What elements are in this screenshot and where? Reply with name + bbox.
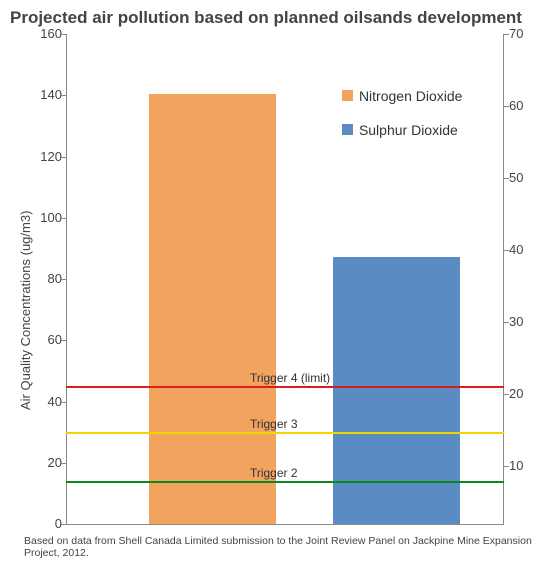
ytick-mark: [504, 106, 509, 107]
ytick-right: 70: [509, 26, 539, 41]
ytick-mark: [61, 34, 66, 35]
trigger-label: Trigger 4 (limit): [250, 371, 330, 386]
legend: Nitrogen Dioxide Sulphur Dioxide: [342, 88, 463, 156]
chart-footnote: Based on data from Shell Canada Limited …: [24, 535, 540, 559]
trigger-line: [66, 432, 504, 434]
ytick-right: 30: [509, 314, 539, 329]
chart-container: Projected air pollution based on planned…: [0, 0, 540, 565]
plot-area: Trigger 4 (limit) Trigger 3 Trigger 2 Nitro…: [66, 34, 504, 524]
ytick-right: 10: [509, 458, 539, 473]
ytick-mark: [504, 394, 509, 395]
ytick-mark: [504, 322, 509, 323]
ytick-left: 100: [22, 210, 62, 225]
ytick-left: 40: [22, 394, 62, 409]
bar-sulphur-dioxide: [333, 257, 460, 524]
ytick-mark: [61, 463, 66, 464]
trigger-line: [66, 481, 504, 483]
ytick-mark: [61, 402, 66, 403]
ytick-right: 20: [509, 386, 539, 401]
ytick-left: 20: [22, 455, 62, 470]
ytick-left: 0: [22, 516, 62, 531]
ytick-mark: [61, 524, 66, 525]
ytick-mark: [61, 279, 66, 280]
legend-item: Sulphur Dioxide: [342, 122, 463, 138]
legend-item: Nitrogen Dioxide: [342, 88, 463, 104]
ytick-left: 80: [22, 271, 62, 286]
ytick-left: 60: [22, 332, 62, 347]
trigger-label: Trigger 3: [250, 417, 298, 432]
ytick-right: 60: [509, 98, 539, 113]
bar-nitrogen-dioxide: [149, 94, 276, 524]
ytick-mark: [504, 250, 509, 251]
y-axis-label-left: Air Quality Concentrations (ug/m3): [18, 211, 33, 410]
ytick-left: 120: [22, 149, 62, 164]
ytick-mark: [61, 95, 66, 96]
trigger-label: Trigger 2: [250, 466, 298, 481]
ytick-left: 160: [22, 26, 62, 41]
legend-swatch-icon: [342, 124, 353, 135]
ytick-mark: [504, 178, 509, 179]
ytick-mark: [504, 466, 509, 467]
legend-label: Sulphur Dioxide: [359, 122, 458, 138]
x-axis-line: [66, 524, 504, 525]
trigger-line: [66, 386, 504, 388]
legend-swatch-icon: [342, 90, 353, 101]
ytick-left: 140: [22, 87, 62, 102]
ytick-mark: [61, 157, 66, 158]
ytick-mark: [504, 34, 509, 35]
ytick-mark: [61, 218, 66, 219]
ytick-right: 50: [509, 170, 539, 185]
ytick-mark: [61, 340, 66, 341]
ytick-right: 40: [509, 242, 539, 257]
chart-title: Projected air pollution based on planned…: [10, 8, 522, 28]
legend-label: Nitrogen Dioxide: [359, 88, 463, 104]
